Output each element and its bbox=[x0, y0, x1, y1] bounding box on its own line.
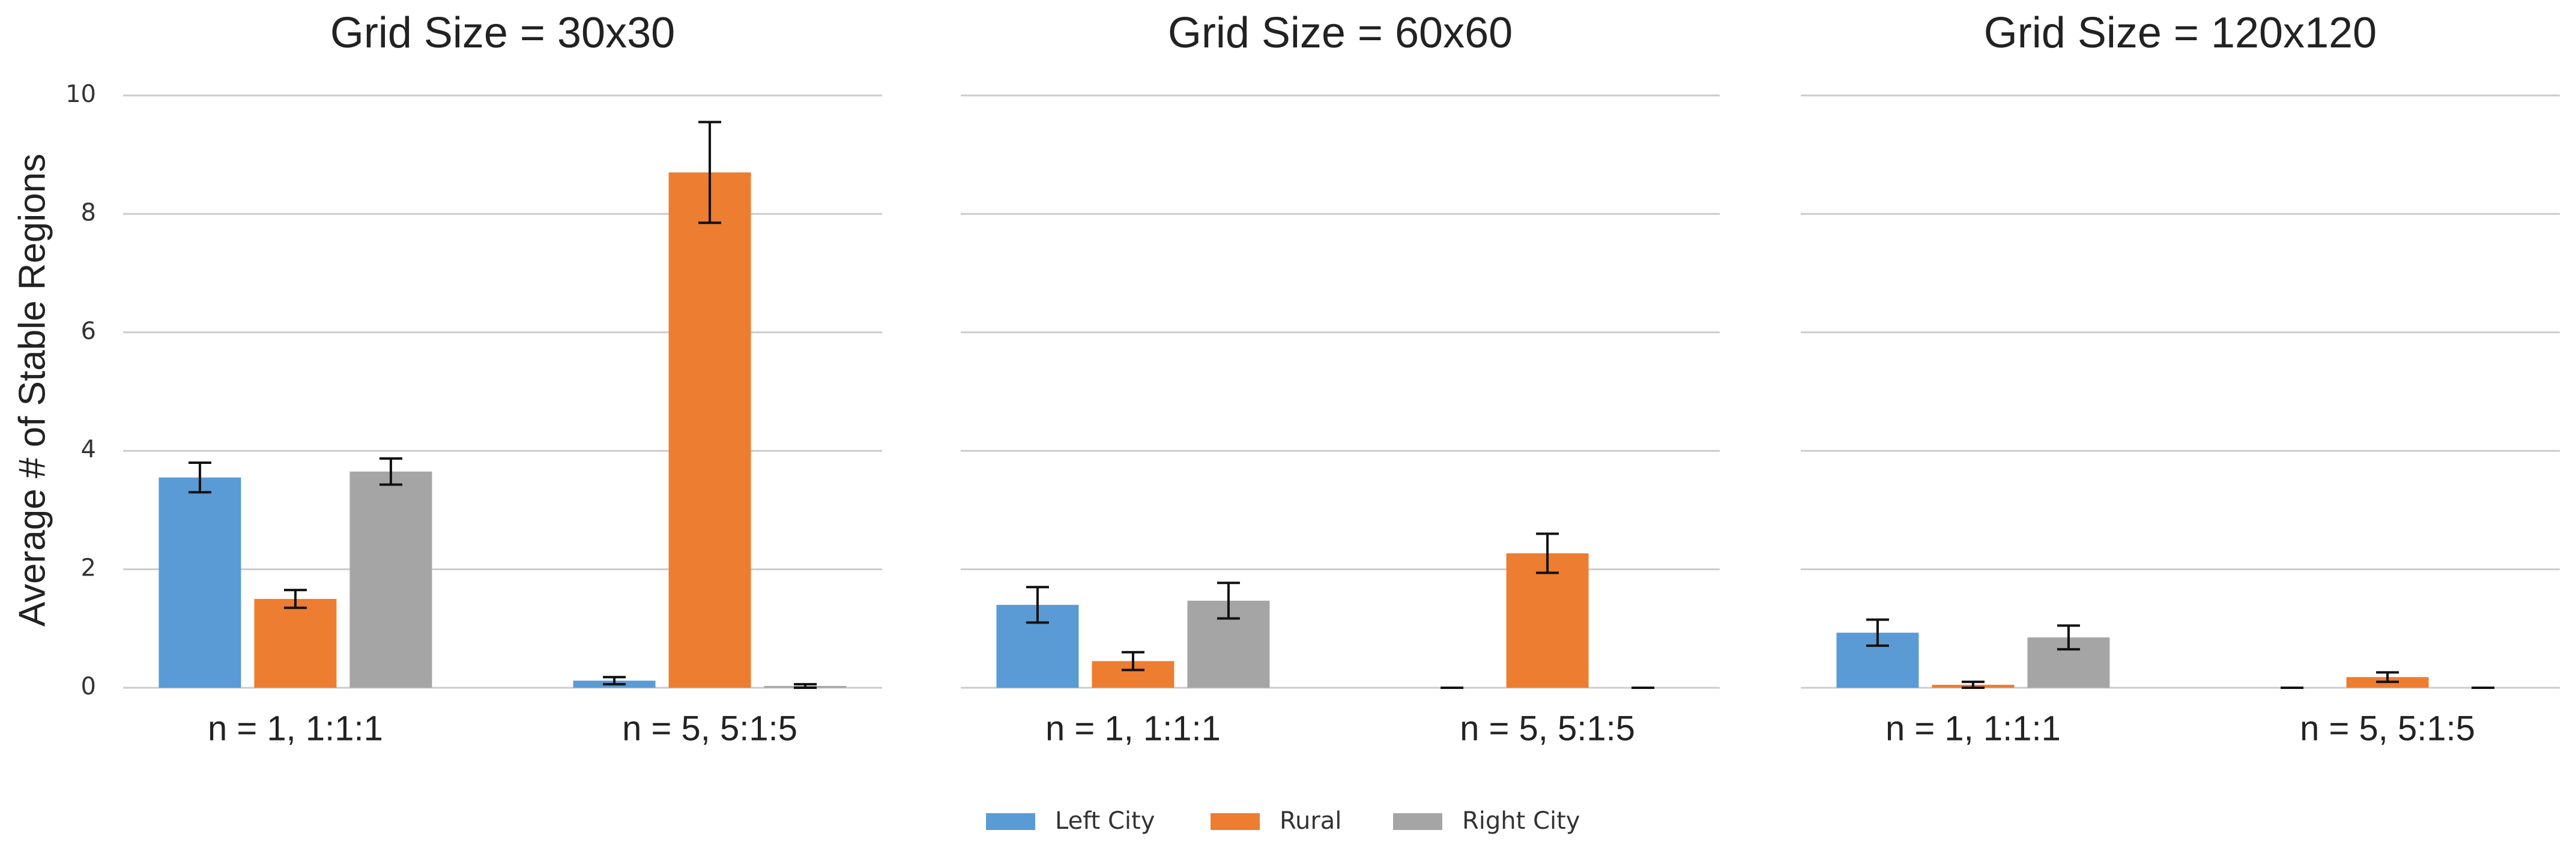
bar bbox=[668, 172, 751, 688]
x-tick-label: n = 1, 1:1:1 bbox=[1885, 709, 2061, 748]
error-bar bbox=[1121, 651, 1144, 672]
bar bbox=[1506, 553, 1589, 688]
error-bar bbox=[698, 121, 722, 224]
error-bar bbox=[1866, 618, 1889, 647]
legend-label: Right City bbox=[1462, 807, 1580, 835]
error-bar bbox=[379, 457, 402, 486]
x-tick-label: n = 1, 1:1:1 bbox=[1045, 709, 1221, 748]
x-tick-label: n = 1, 1:1:1 bbox=[208, 709, 383, 748]
y-tick-label: 2 bbox=[81, 555, 96, 582]
panel-title: Grid Size = 120x120 bbox=[1984, 9, 2377, 57]
y-tick-label: 8 bbox=[81, 199, 96, 226]
y-tick-label: 6 bbox=[81, 317, 96, 345]
error-bar bbox=[2057, 624, 2080, 651]
error-bar bbox=[1961, 681, 1985, 689]
panel-title: Grid Size = 30x30 bbox=[330, 9, 675, 57]
error-bar bbox=[794, 683, 817, 689]
legend-label: Left City bbox=[1055, 807, 1155, 835]
y-tick-label: 10 bbox=[65, 80, 96, 108]
y-tick-label: 4 bbox=[81, 436, 96, 463]
error-bar bbox=[1026, 586, 1049, 624]
error-bar bbox=[603, 676, 626, 686]
legend-swatch bbox=[986, 813, 1035, 830]
error-bar bbox=[2376, 671, 2399, 684]
x-tick-label: n = 5, 5:1:5 bbox=[622, 709, 797, 748]
y-tick-label: 0 bbox=[81, 673, 96, 700]
y-axis-label: Average # of Stable Regions bbox=[11, 154, 53, 627]
legend-label: Rural bbox=[1280, 807, 1341, 835]
bar bbox=[254, 598, 337, 688]
error-bar bbox=[283, 589, 307, 609]
x-tick-label: n = 5, 5:1:5 bbox=[1460, 709, 1635, 748]
bar bbox=[159, 477, 241, 688]
legend-swatch bbox=[1211, 813, 1260, 830]
bar bbox=[349, 471, 432, 688]
error-bar bbox=[1536, 532, 1559, 574]
error-bar bbox=[188, 461, 211, 494]
error-bar bbox=[1217, 582, 1240, 620]
legend-swatch bbox=[1393, 813, 1442, 830]
x-tick-label: n = 5, 5:1:5 bbox=[2300, 709, 2475, 748]
panel-title: Grid Size = 60x60 bbox=[1168, 9, 1513, 57]
